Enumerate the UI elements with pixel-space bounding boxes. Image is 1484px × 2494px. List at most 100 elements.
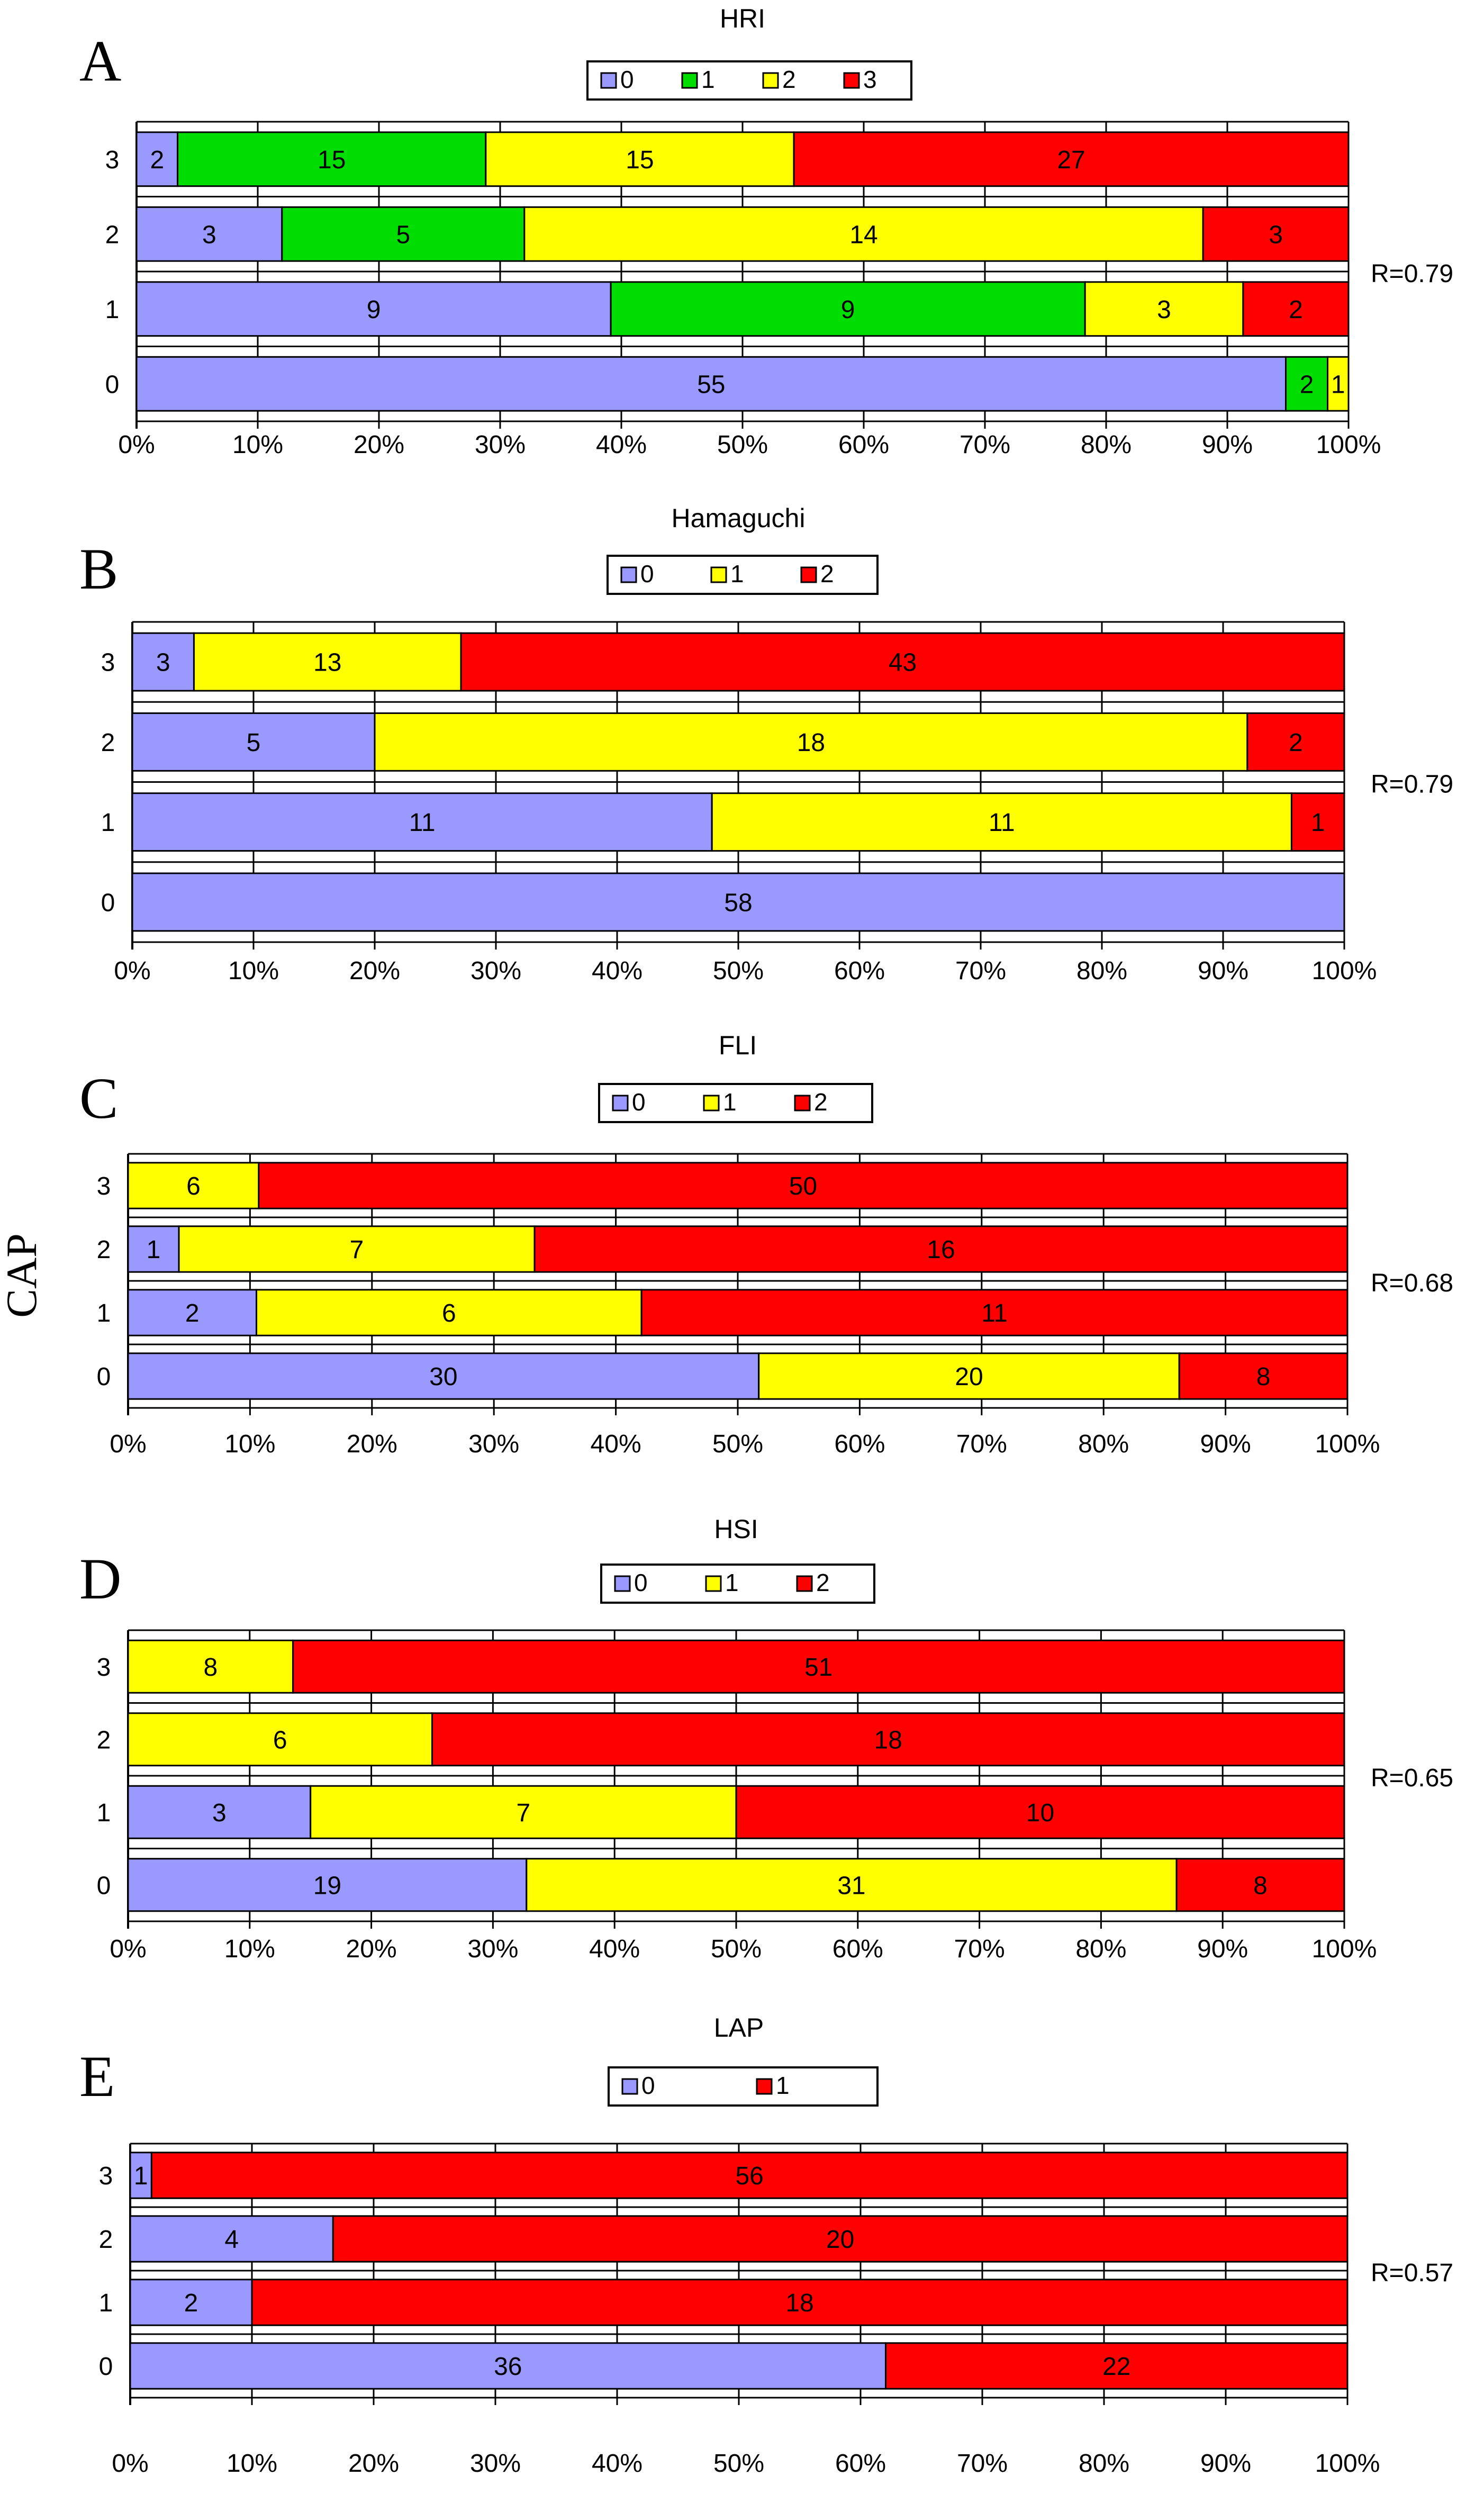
bar-value-label: 1 xyxy=(1331,371,1345,399)
bar-value-label: 6 xyxy=(186,1172,201,1200)
bar-segment xyxy=(127,1858,528,1912)
y-tick-label: 0 xyxy=(101,889,115,917)
y-tick-label: 1 xyxy=(97,1299,111,1327)
bar-value-label: 1 xyxy=(134,2162,148,2190)
legend-swatch xyxy=(703,1095,720,1112)
bar-value-label: 3 xyxy=(1157,296,1171,324)
y-tick-label: 1 xyxy=(105,296,120,324)
bar-segment xyxy=(193,632,462,692)
bar-segment xyxy=(526,1858,1178,1912)
y-tick-label: 3 xyxy=(99,2162,113,2190)
x-tick-label: 100% xyxy=(1315,1430,1380,1458)
legend-swatch xyxy=(843,72,860,89)
y-tick-label: 3 xyxy=(97,1653,111,1682)
x-tick-label: 20% xyxy=(354,431,404,459)
panel-letter: D xyxy=(79,1547,121,1611)
bar-segment xyxy=(1327,356,1350,412)
bar-segment xyxy=(735,1785,1345,1839)
x-tick-label: 70% xyxy=(960,431,1010,459)
x-tick-label: 90% xyxy=(1202,431,1253,459)
legend-swatch xyxy=(621,2078,638,2095)
x-tick-label: 80% xyxy=(1078,1430,1129,1458)
bar-value-label: 2 xyxy=(184,2289,198,2317)
bar-segment xyxy=(1202,206,1350,262)
x-tick-label: 10% xyxy=(227,2450,277,2478)
bar-segment xyxy=(135,206,283,262)
y-tick-label: 3 xyxy=(105,146,120,174)
bar-value-label: 5 xyxy=(396,221,410,249)
bar-value-label: 18 xyxy=(797,729,825,757)
x-tick-label: 40% xyxy=(596,431,647,459)
x-tick-label: 90% xyxy=(1198,957,1248,985)
x-tick-label: 40% xyxy=(591,1430,641,1458)
bar-value-label: 31 xyxy=(837,1872,865,1900)
x-tick-label: 10% xyxy=(224,1430,275,1458)
y-tick-label: 0 xyxy=(99,2353,113,2381)
bar-segment xyxy=(1285,356,1329,412)
legend-label: 1 xyxy=(701,66,715,93)
x-tick-label: 0% xyxy=(112,2450,148,2478)
bar-segment xyxy=(127,1785,312,1839)
legend-label: 0 xyxy=(632,1088,646,1116)
bar-segment xyxy=(150,2152,1349,2199)
bar-segment xyxy=(793,131,1350,187)
bar-value-label: 3 xyxy=(156,649,170,677)
chart-title: HRI xyxy=(720,4,765,33)
x-tick-label: 0% xyxy=(110,1430,146,1458)
bar-value-label: 14 xyxy=(849,221,877,249)
bar-segment xyxy=(1084,281,1244,337)
chart-title: HSI xyxy=(714,1514,758,1544)
bar-segment xyxy=(127,1289,258,1336)
bar-value-label: 9 xyxy=(841,296,855,324)
bar-value-label: 5 xyxy=(247,729,261,757)
chart-title: Hamaguchi xyxy=(672,503,806,533)
bar-segment xyxy=(332,2215,1349,2263)
bar-value-label: 1 xyxy=(1311,809,1325,837)
bar-segment xyxy=(485,131,795,187)
bar-segment xyxy=(135,131,179,187)
x-tick-label: 100% xyxy=(1316,431,1381,459)
bar-value-label: 58 xyxy=(724,889,752,917)
bar-segment xyxy=(127,1225,180,1273)
y-tick-label: 2 xyxy=(101,729,115,757)
bar-value-label: 2 xyxy=(185,1299,200,1327)
chart-title: FLI xyxy=(719,1031,757,1060)
x-tick-label: 20% xyxy=(346,1935,397,1963)
bar-segment xyxy=(292,1639,1345,1694)
x-tick-label: 40% xyxy=(592,957,643,985)
bar-segment xyxy=(460,632,1345,692)
bar-segment xyxy=(131,712,376,772)
bar-value-label: 16 xyxy=(927,1236,955,1264)
bar-value-label: 11 xyxy=(409,809,436,837)
bar-value-label: 55 xyxy=(697,371,725,399)
bar-segment xyxy=(885,2342,1349,2390)
legend-swatch xyxy=(710,566,727,583)
bar-value-label: 7 xyxy=(516,1799,530,1827)
x-tick-label: 0% xyxy=(110,1935,146,1963)
bar-value-label: 8 xyxy=(1253,1872,1268,1900)
legend-swatch xyxy=(620,566,637,583)
bar-value-label: 18 xyxy=(874,1726,902,1754)
bar-value-label: 2 xyxy=(150,146,164,174)
legend-label: 1 xyxy=(725,1569,739,1596)
x-tick-label: 100% xyxy=(1312,957,1377,985)
y-tick-label: 3 xyxy=(101,649,115,677)
legend-box xyxy=(600,1564,875,1604)
legend-swatch xyxy=(794,1095,811,1112)
x-tick-label: 30% xyxy=(467,1935,518,1963)
y-axis-label: CAP xyxy=(0,1233,46,1318)
x-tick-label: 50% xyxy=(713,2450,764,2478)
panel-letter: A xyxy=(79,29,121,93)
bar-segment xyxy=(533,1225,1349,1273)
bar-segment xyxy=(131,792,713,852)
bar-segment xyxy=(281,206,526,262)
x-tick-label: 40% xyxy=(592,2450,643,2478)
y-tick-label: 1 xyxy=(99,2289,113,2317)
legend-label: 2 xyxy=(816,1569,830,1596)
legend-label: 2 xyxy=(814,1088,828,1116)
y-tick-label: 2 xyxy=(97,1236,111,1264)
